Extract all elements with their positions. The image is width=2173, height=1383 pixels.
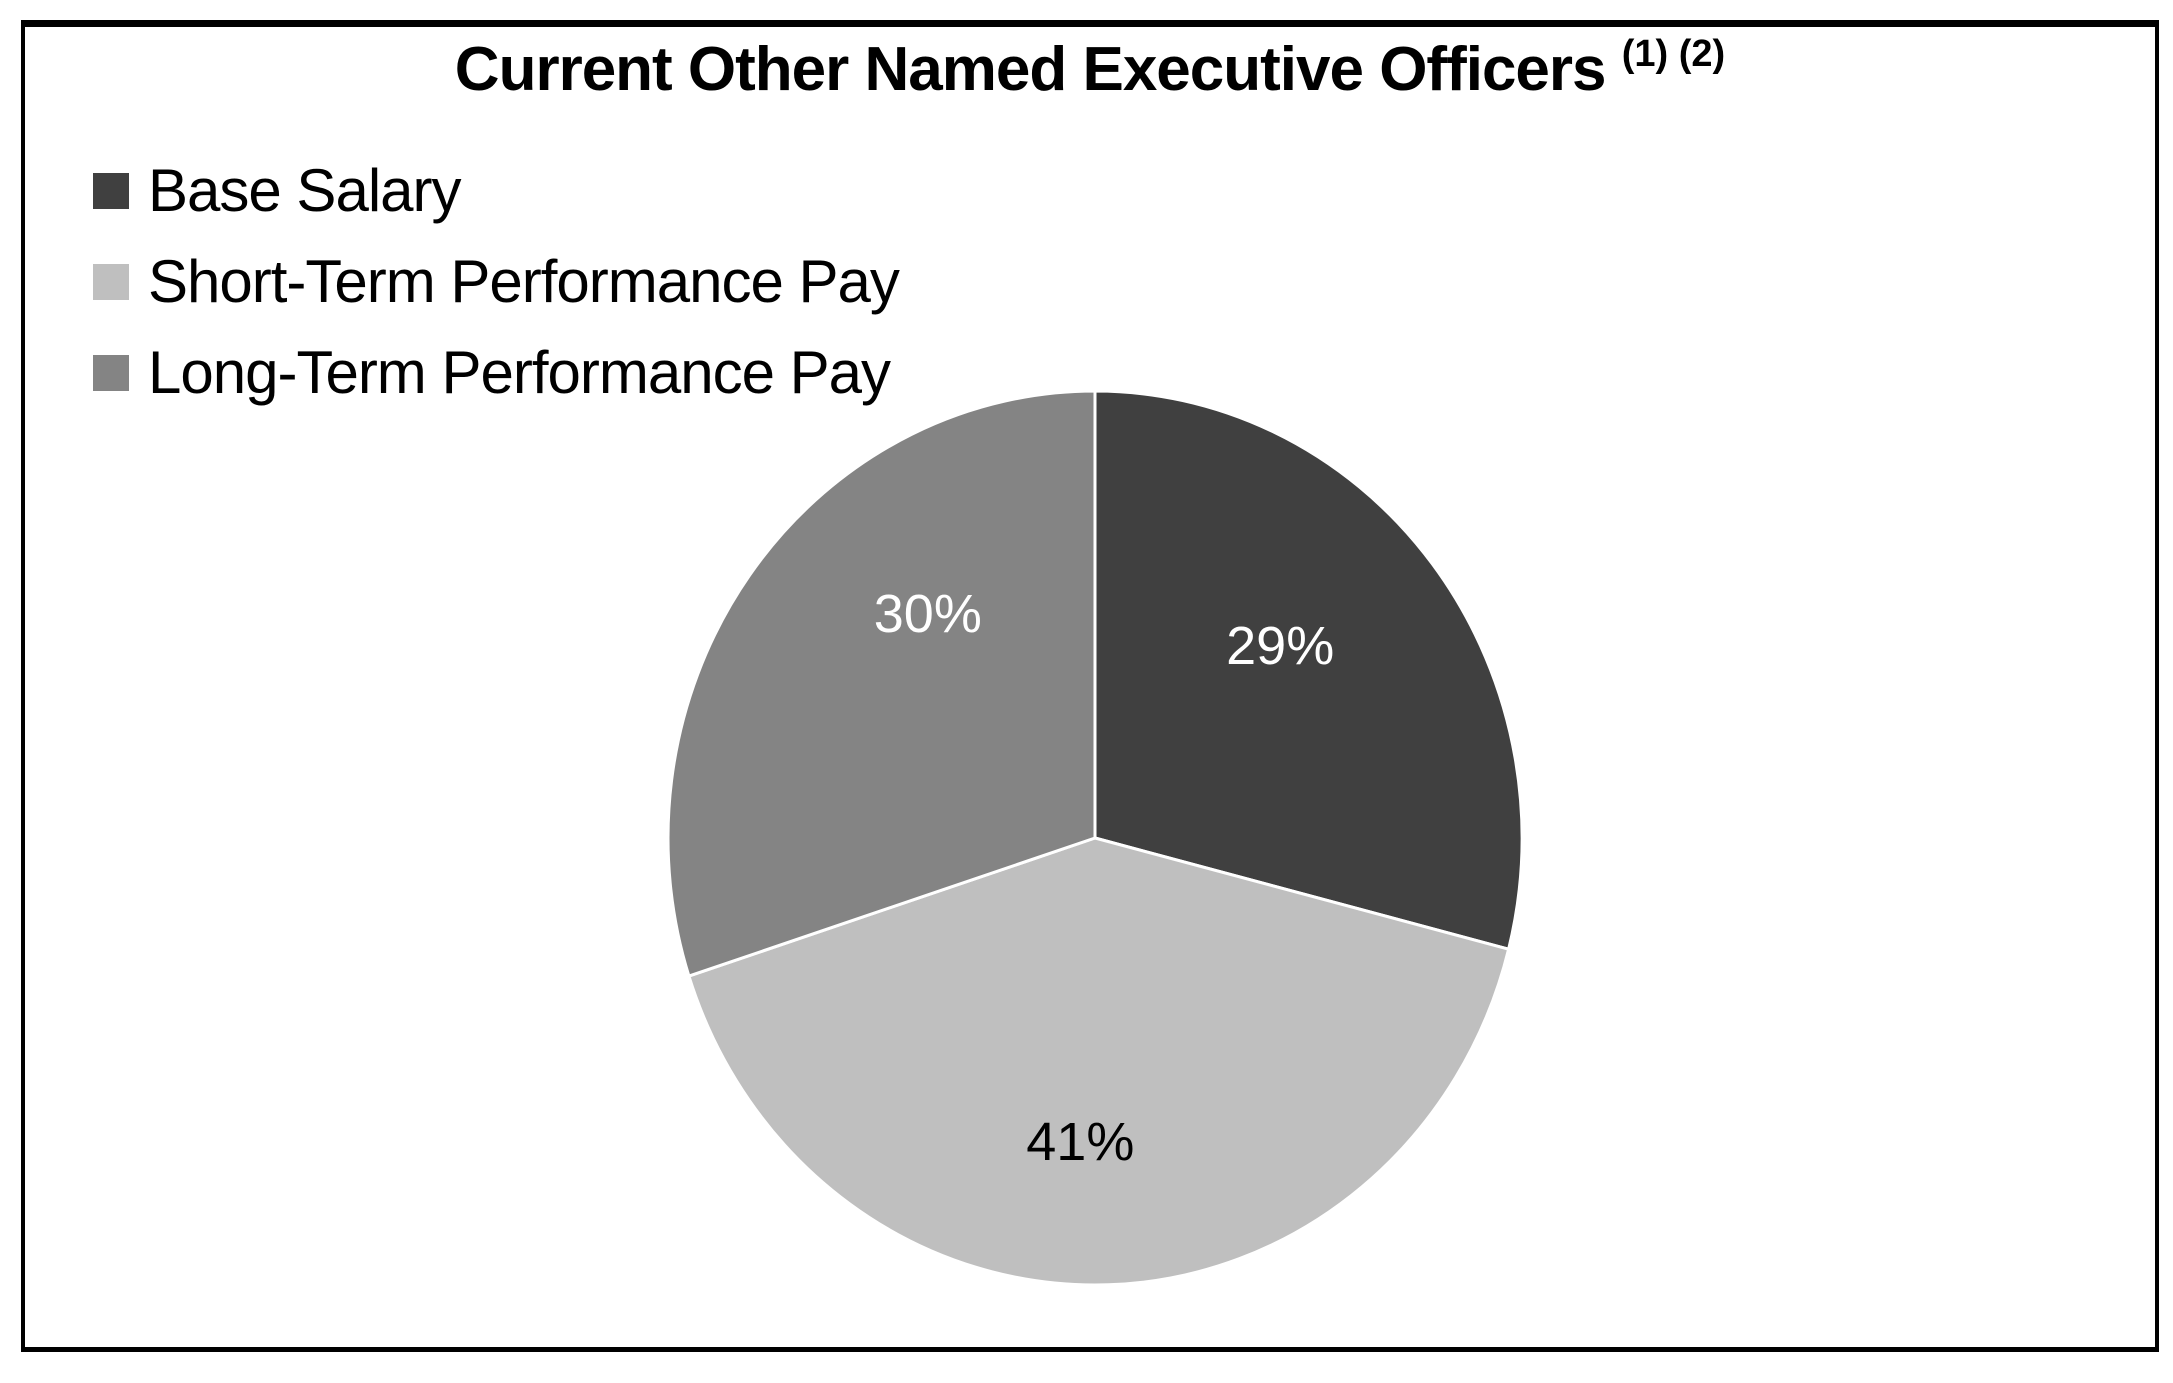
legend-label-base-salary: Base Salary [148,156,461,224]
legend-swatch-base-salary [93,172,129,209]
pie-chart-area: 29% 41% 30% [640,360,1560,1320]
legend-swatch-long-term-performance-pay [93,354,129,391]
pie-slice-short-term-performance-pay [687,836,1511,1287]
pie-slice-base-salary [1093,389,1524,951]
pie-slice-label-short-term-performance-pay: 41% [1026,1112,1134,1172]
pie-slice-label-long-term-performance-pay: 30% [874,584,982,644]
chart-title: Current Other Named Executive Officers (… [21,33,2159,105]
pie-slice-long-term-performance-pay [666,389,1097,978]
pie-chart: 29% 41% 30% [666,389,1524,1287]
legend-swatch-short-term-performance-pay [93,263,129,300]
legend-item-short-term-performance-pay: Short-Term Performance Pay [93,236,900,327]
legend: Base Salary Short-Term Performance Pay L… [93,145,900,418]
legend-item-long-term-performance-pay: Long-Term Performance Pay [93,327,899,418]
title-superscript: (1) (2) [1621,33,1726,75]
legend-item-base-salary: Base Salary [93,145,899,236]
pie-slice-label-base-salary: 29% [1226,616,1334,676]
legend-label-long-term-performance-pay: Long-Term Performance Pay [148,338,891,406]
chart-title-text: Current Other Named Executive Officers [454,35,1607,104]
legend-label-short-term-performance-pay: Short-Term Performance Pay [148,247,900,315]
